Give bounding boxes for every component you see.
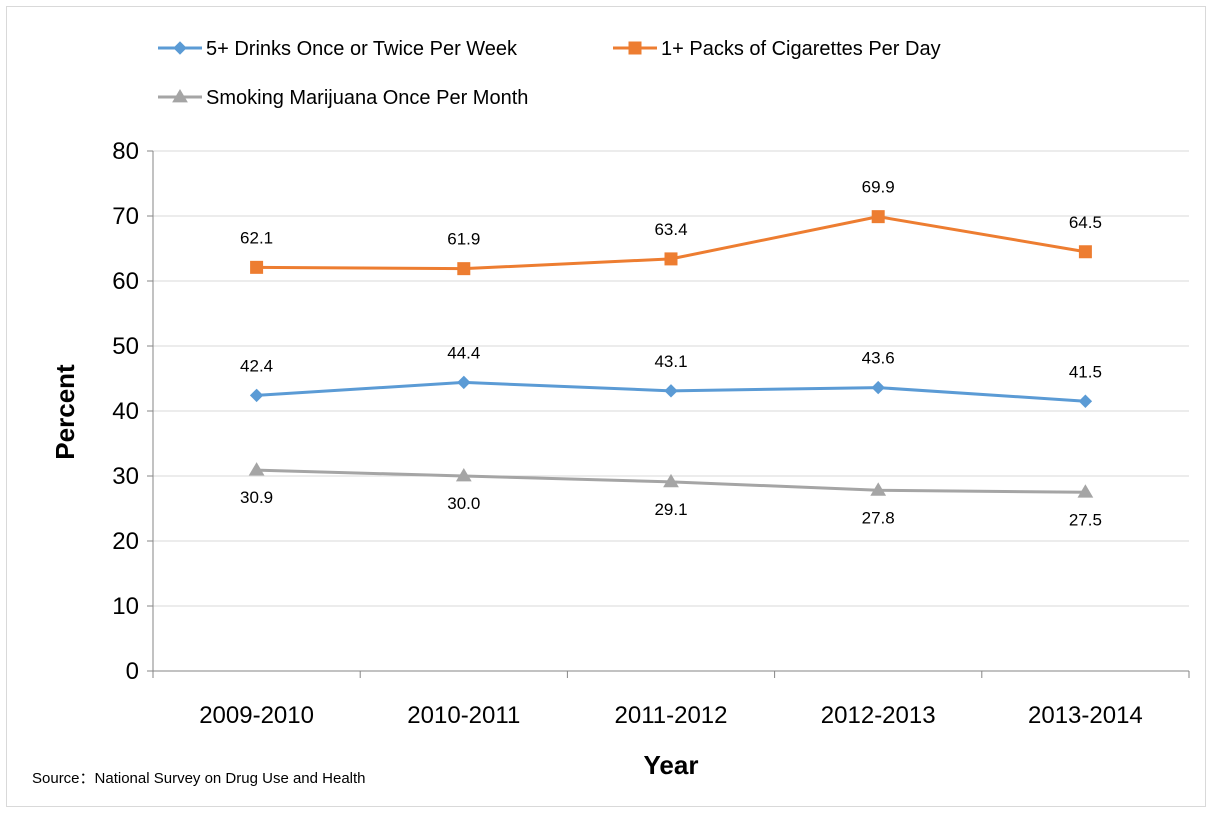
- data-point: [871, 210, 885, 224]
- data-label: 61.9: [447, 230, 480, 249]
- legend-marker: [173, 41, 187, 55]
- data-label: 30.9: [240, 488, 273, 507]
- data-point: [249, 388, 264, 403]
- data-label: 64.5: [1069, 213, 1102, 232]
- data-label: 44.4: [447, 343, 480, 362]
- legend-item: 5+ Drinks Once or Twice Per Week: [158, 38, 518, 60]
- y-tick-label: 30: [112, 463, 139, 490]
- data-point: [457, 262, 471, 276]
- data-point: [250, 260, 264, 274]
- data-point: [1078, 245, 1092, 259]
- x-tick-label: 2011-2012: [615, 702, 728, 729]
- data-label: 62.1: [240, 228, 273, 247]
- y-tick-label: 40: [112, 398, 139, 425]
- x-tick-label: 2012-2013: [821, 702, 936, 729]
- data-label: 41.5: [1069, 362, 1102, 381]
- series-group: 42.4 44.4 43.1 43.6 41.5 62.1 61.9 63.4 69.9 64.5…: [240, 178, 1102, 530]
- data-label: 42.4: [240, 356, 273, 375]
- y-tick-label: 70: [112, 203, 139, 230]
- data-point: [1078, 394, 1093, 408]
- y-tick-label: 10: [112, 593, 139, 620]
- x-tick-label: 2013-2014: [1028, 702, 1143, 729]
- data-label: 43.1: [654, 352, 687, 371]
- data-label: 43.6: [862, 349, 895, 368]
- data-point: [455, 468, 472, 482]
- legend-marker: [172, 89, 188, 103]
- legend-label: 1+ Packs of Cigarettes Per Day: [661, 38, 941, 60]
- x-axis-title: Year: [644, 750, 699, 780]
- legend-marker: [628, 41, 642, 55]
- data-label: 69.9: [862, 178, 895, 197]
- chart-frame: [6, 6, 1206, 807]
- y-axis-title: Percent: [50, 364, 80, 460]
- data-point: [1077, 484, 1094, 498]
- data-label: 27.8: [862, 508, 895, 527]
- data-point: [248, 462, 265, 476]
- legend-label: 5+ Drinks Once or Twice Per Week: [206, 38, 518, 60]
- data-label: 29.1: [654, 500, 687, 519]
- legend: 5+ Drinks Once or Twice Per Week 1+ Packs…: [158, 38, 941, 109]
- source-note: Source：National Survey on Drug Use and H…: [32, 770, 366, 787]
- x-tick-label: 2009-2010: [199, 702, 314, 729]
- y-tick-label: 20: [112, 528, 139, 555]
- data-point: [870, 482, 887, 496]
- legend-item: Smoking Marijuana Once Per Month: [158, 87, 528, 109]
- y-tick-label: 0: [126, 658, 139, 685]
- data-point: [664, 384, 678, 398]
- y-tick-label: 50: [112, 333, 139, 360]
- data-point: [663, 473, 679, 488]
- y-tick-label: 60: [112, 268, 139, 295]
- legend-item: 1+ Packs of Cigarettes Per Day: [613, 38, 941, 60]
- data-point: [664, 252, 678, 266]
- x-tick-label: 2010-2011: [407, 702, 520, 729]
- y-tick-label: 80: [112, 138, 139, 165]
- series-2: 62.1 61.9 63.4 69.9 64.5: [240, 178, 1102, 276]
- data-label: 63.4: [654, 220, 687, 239]
- data-point: [457, 375, 471, 390]
- data-point: [871, 380, 885, 395]
- data-label: 30.0: [447, 494, 480, 513]
- series-1: 42.4 44.4 43.1 43.6 41.5: [240, 343, 1102, 408]
- series-3: 30.9 30.0 29.1 27.8 27.5: [240, 462, 1102, 529]
- axes: 0 10 20 30 40 50 60 70 80 2009-2010 2010-2011 2011-…: [112, 138, 1190, 729]
- gridlines: [153, 150, 1189, 607]
- legend-label: Smoking Marijuana Once Per Month: [206, 87, 528, 109]
- data-label: 27.5: [1069, 510, 1102, 529]
